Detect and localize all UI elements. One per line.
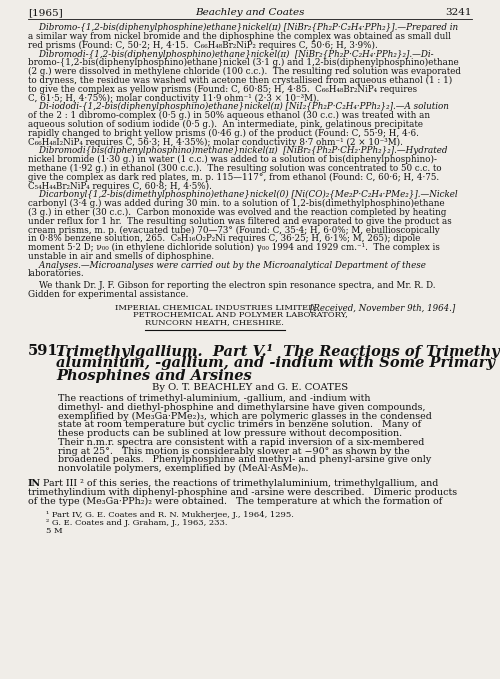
Text: Beachley and Coates: Beachley and Coates [195,8,305,17]
Text: Phosphines and Arsines: Phosphines and Arsines [56,369,252,383]
Text: C₆₆H₄₈I₂NiP₄ requires C, 56·3; H, 4·35%); molar conductivity 8·7 ohm⁻¹ (2 × 10⁻³: C₆₆H₄₈I₂NiP₄ requires C, 56·3; H, 4·35%)… [28,137,403,147]
Text: aqueous solution of sodium iodide (0·5 g.).  An intermediate, pink, gelatinous p: aqueous solution of sodium iodide (0·5 g… [28,120,423,129]
Text: Dibromo-{1,2-bis(diphenylphosphine)ethane}nickel(ɪɪ) [NiBr₂{Ph₂P·C₂H₄·PPh₂}].—Pr: Dibromo-{1,2-bis(diphenylphosphine)ethan… [28,23,458,32]
Text: exemplified by (Me₃Ga·PMe₂)₃, which are polymeric glasses in the condensed: exemplified by (Me₃Ga·PMe₂)₃, which are … [58,411,432,421]
Text: RUNCORN HEATH, CHESHIRE.: RUNCORN HEATH, CHESHIRE. [145,318,284,326]
Text: IN: IN [28,479,41,488]
Text: give the complex as dark red plates, m. p. 115—117°, from ethanol (Found: C, 60·: give the complex as dark red plates, m. … [28,172,439,182]
Text: PETROCHEMICAL AND POLYMER LABORATORY,: PETROCHEMICAL AND POLYMER LABORATORY, [133,310,348,318]
Text: of the type (Me₃Ga·PPh₂)₂ were obtained.   The temperature at which the formatio: of the type (Me₃Ga·PPh₂)₂ were obtained.… [28,496,442,506]
Text: By O. T. BEACHLEY and G. E. COATES: By O. T. BEACHLEY and G. E. COATES [152,384,348,392]
Text: rapidly changed to bright yellow prisms (0·46 g.) of the product (Found: C, 55·9: rapidly changed to bright yellow prisms … [28,128,419,138]
Text: moment 5·2 D; ν₀₀ (in ethylene dichloride solution) γ₀₀ 1994 and 1929 cm.⁻¹.  Th: moment 5·2 D; ν₀₀ (in ethylene dichlorid… [28,243,440,252]
Text: Their n.m.r. spectra are consistent with a rapid inversion of a six-membered: Their n.m.r. spectra are consistent with… [58,438,424,447]
Text: Part III ² of this series, the reactions of trimethylaluminium, trimethylgallium: Part III ² of this series, the reactions… [40,479,438,488]
Text: trimethylindium with diphenyl-phosphine and -arsine were described.   Dimeric pr: trimethylindium with diphenyl-phosphine … [28,488,457,496]
Text: of the 2 : 1 dibromo-complex (0·5 g.) in 50% aqueous ethanol (30 c.c.) was treat: of the 2 : 1 dibromo-complex (0·5 g.) in… [28,111,430,120]
Text: (2 g.) were dissolved in methylene chloride (100 c.c.).  The resulting red solut: (2 g.) were dissolved in methylene chlor… [28,67,461,76]
Text: ring at 25°.   This motion is considerably slower at −90° as shown by the: ring at 25°. This motion is considerably… [58,447,410,456]
Text: 3241: 3241 [446,8,472,17]
Text: Dicarbonyl{1,2-bis(dimethylphosphino)ethane}nickel(0) [Ni(CO)₂{Me₂P·C₂H₄·PMe₂}].: Dicarbonyl{1,2-bis(dimethylphosphino)eth… [28,190,458,200]
Text: Dibromodi{bis(diphenylphosphino)methane}nickel(ɪɪ)  [NiBr₂{Ph₂P·CH₂·PPh₂}₂].—Hyd: Dibromodi{bis(diphenylphosphino)methane}… [28,146,448,155]
Text: nickel bromide (1·30 g.) in water (1 c.c.) was added to a solution of bis(diphen: nickel bromide (1·30 g.) in water (1 c.c… [28,155,437,164]
Text: 591.: 591. [28,344,64,358]
Text: these products can be sublined at low pressure without decomposition.: these products can be sublined at low pr… [58,429,402,438]
Text: [Received, November 9th, 1964.]: [Received, November 9th, 1964.] [310,303,455,312]
Text: aluminium, -gallium, and -indium with Some Primary and Secondary: aluminium, -gallium, and -indium with So… [56,356,500,370]
Text: broadened peaks.   Phenylphosphine and methyl- and phenyl-arsine give only: broadened peaks. Phenylphosphine and met… [58,455,431,464]
Text: carbonyl (3·4 g.) was added during 30 min. to a solution of 1,2-bis(dimethylphos: carbonyl (3·4 g.) was added during 30 mi… [28,199,444,208]
Text: a similar way from nickel bromide and the diphosphine the complex was obtained a: a similar way from nickel bromide and th… [28,32,451,41]
Text: ² G. E. Coates and J. Graham, J., 1963, 233.: ² G. E. Coates and J. Graham, J., 1963, … [46,519,228,527]
Text: to give the complex as yellow prisms (Found: C, 60·85; H, 4·85.  C₆₆H₄₈Br₂NiP₄ r: to give the complex as yellow prisms (Fo… [28,85,417,94]
Text: ¹ Part IV, G. E. Coates and R. N. Mukherjee, J., 1964, 1295.: ¹ Part IV, G. E. Coates and R. N. Mukher… [46,511,294,519]
Text: 5 M: 5 M [46,527,62,534]
Text: Trimethylgallium.  Part V.¹  The Reactions of Trimethyl-: Trimethylgallium. Part V.¹ The Reactions… [56,344,500,359]
Text: to dryness, the residue was washed with acetone then crystallised from aqueous e: to dryness, the residue was washed with … [28,76,452,85]
Text: We thank Dr. J. F. Gibson for reporting the electron spin resonance spectra, and: We thank Dr. J. F. Gibson for reporting … [28,281,436,290]
Text: bromo-{1,2-bis(diphenylphosphino)ethane}nickel (3·1 g.) and 1,2-bis(diphenylphos: bromo-{1,2-bis(diphenylphosphino)ethane}… [28,58,459,67]
Text: methane (1·92 g.) in ethanol (300 c.c.).  The resulting solution was concentrate: methane (1·92 g.) in ethanol (300 c.c.).… [28,164,442,173]
Text: dimethyl- and diethyl-phosphine and dimethylarsine have given compounds,: dimethyl- and diethyl-phosphine and dime… [58,403,426,412]
Text: C₅₄H₄₄Br₂NiP₄ requires C, 60·8; H, 4·5%).: C₅₄H₄₄Br₂NiP₄ requires C, 60·8; H, 4·5%)… [28,181,212,191]
Text: Di-iododi-{1,2-bis(diphenylphosphino)ethane}nickel(ɪɪ) [NiI₂{Ph₂P·C₂H₄·PPh₂}₂].—: Di-iododi-{1,2-bis(diphenylphosphino)eth… [28,103,449,111]
Text: Gidden for experimental assistance.: Gidden for experimental assistance. [28,290,188,299]
Text: cream prisms, m. p. (evacuated tube) 70—73° (Found: C, 35·4; H, 6·0%; M, ebullio: cream prisms, m. p. (evacuated tube) 70—… [28,225,440,234]
Text: under reflux for 1 hr.  The resulting solution was filtered and evaporated to gi: under reflux for 1 hr. The resulting sol… [28,217,452,225]
Text: C, 61·5; H, 4·75%); molar conductivity 11·9 ohm⁻¹ (2·3 × 10⁻³M).: C, 61·5; H, 4·75%); molar conductivity 1… [28,94,320,103]
Text: unstable in air and smells of diphosphine.: unstable in air and smells of diphosphin… [28,252,214,261]
Text: The reactions of trimethyl-aluminium, -gallium, and -indium with: The reactions of trimethyl-aluminium, -g… [58,394,370,403]
Text: in 0·8% benzene solution, 265.  C₈H₁₆O₂P₂Ni requires C, 36·25; H, 6·1%; M, 265);: in 0·8% benzene solution, 265. C₈H₁₆O₂P₂… [28,234,420,243]
Text: state at room temperature but cyclic trimers in benzene solution.   Many of: state at room temperature but cyclic tri… [58,420,421,429]
Text: [1965]: [1965] [28,8,63,17]
Text: (3 g.) in ether (30 c.c.).  Carbon monoxide was evolved and the reaction complet: (3 g.) in ether (30 c.c.). Carbon monoxi… [28,208,446,217]
Text: red prisms (Found: C, 50·2; H, 4·15.  C₆₆H₄₈Br₂NiP₂ requires C, 50·6; H, 3·9%).: red prisms (Found: C, 50·2; H, 4·15. C₆₆… [28,41,378,50]
Text: Analyses.—Microanalyses were carried out by the Microanalytical Department of th: Analyses.—Microanalyses were carried out… [28,261,426,270]
Text: nonvolatile polymers, exemplified by (MeAl·AsMe)ₙ.: nonvolatile polymers, exemplified by (Me… [58,464,308,473]
Text: Dibromodi-{1,2-bis(diphenylphosphino)ethane}nickel(ɪɪ)  [NiBr₂{Ph₂P·C₂H₄·PPh₂}₂]: Dibromodi-{1,2-bis(diphenylphosphino)eth… [28,50,434,58]
Text: IMPERIAL CHEMICAL INDUSTRIES LIMITED,: IMPERIAL CHEMICAL INDUSTRIES LIMITED, [115,303,318,311]
Text: laboratories.: laboratories. [28,270,84,278]
